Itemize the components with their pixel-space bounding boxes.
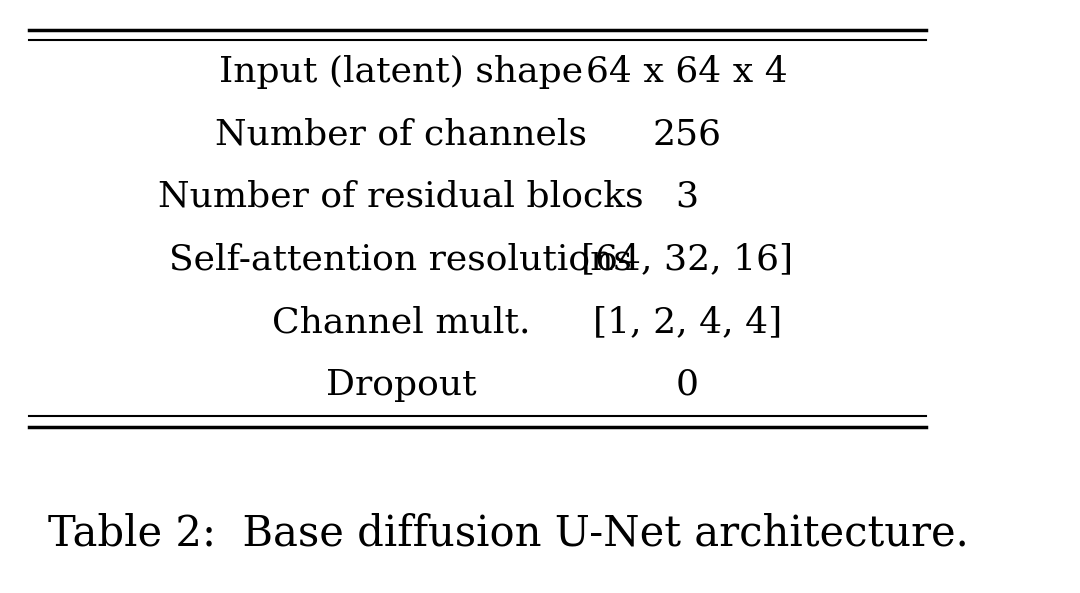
Text: 256: 256 [652, 117, 721, 151]
Text: Input (latent) shape: Input (latent) shape [219, 55, 583, 89]
Text: Number of residual blocks: Number of residual blocks [158, 180, 644, 214]
Text: [64, 32, 16]: [64, 32, 16] [581, 243, 793, 277]
Text: Channel mult.: Channel mult. [271, 305, 530, 339]
Text: 3: 3 [676, 180, 699, 214]
Text: Table 2:  Base diffusion U-Net architecture.: Table 2: Base diffusion U-Net architectu… [48, 513, 969, 554]
Text: 0: 0 [676, 368, 699, 402]
Text: Dropout: Dropout [325, 368, 476, 402]
Text: Number of channels: Number of channels [215, 117, 586, 151]
Text: [1, 2, 4, 4]: [1, 2, 4, 4] [593, 305, 782, 339]
Text: 64 x 64 x 4: 64 x 64 x 4 [586, 55, 788, 89]
Text: Self-attention resolutions: Self-attention resolutions [170, 243, 632, 277]
